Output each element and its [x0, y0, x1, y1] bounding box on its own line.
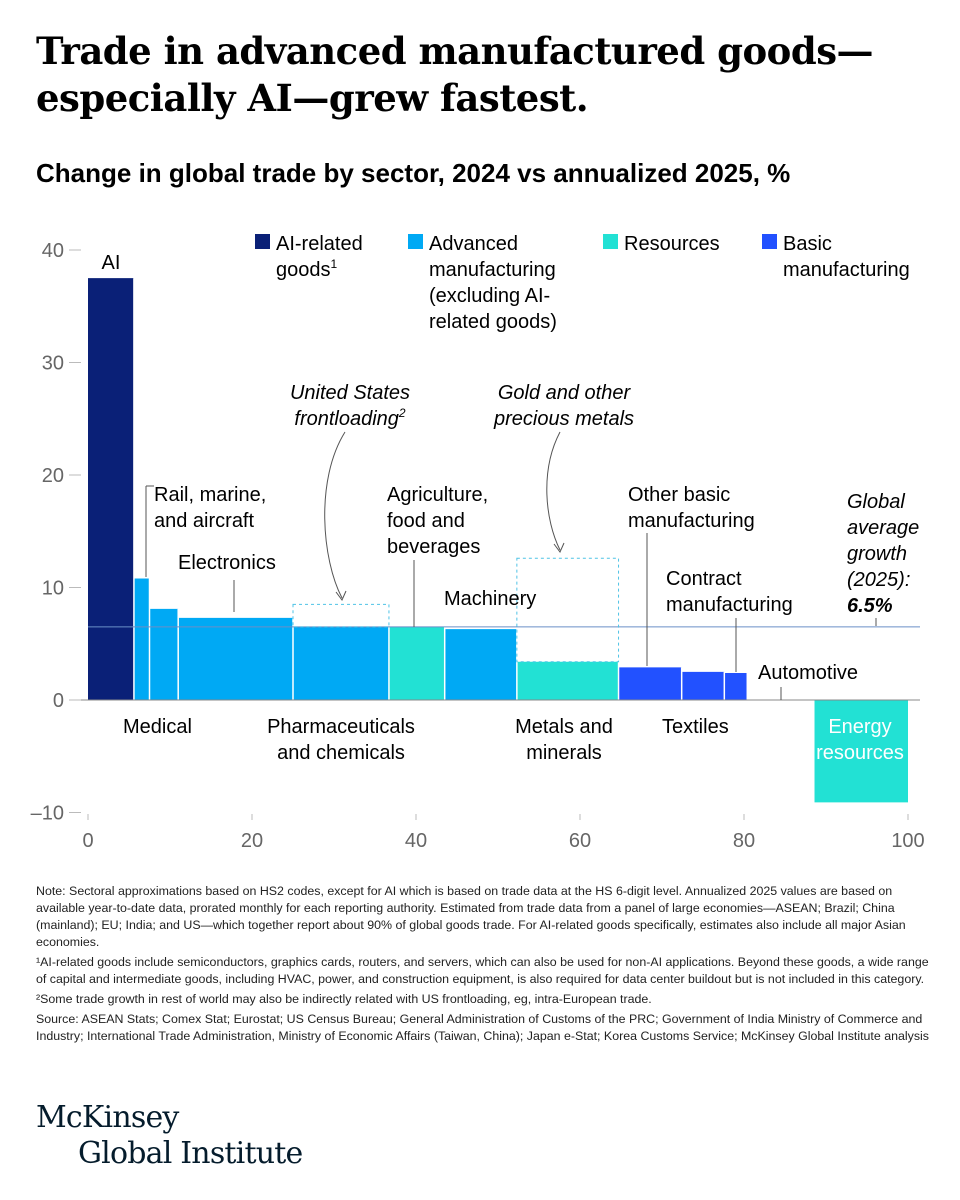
subtitle-rest: 2024 vs annualized 2025, % [444, 158, 791, 188]
footnote-2: ²Some trade growth in rest of world may … [36, 992, 652, 1006]
bar-electronics [178, 617, 293, 700]
bar-metals-and-minerals [516, 661, 619, 700]
dashed-box [292, 603, 390, 628]
bar-rail-marine-and-aircraft [149, 608, 179, 700]
label-textiles: Textiles [662, 716, 729, 738]
footnote-source: Source: ASEAN Stats; Comex Stat; Eurosta… [36, 1012, 929, 1043]
y-tick-label: 30 [42, 353, 64, 375]
label-ai: AI [102, 252, 121, 274]
label-other-basic: Other basic manufacturing [628, 484, 755, 532]
legend-label: AI-related goods1 [276, 233, 363, 281]
annotation-frontloading: United States frontloading2 [290, 382, 410, 430]
x-tick-label: 0 [82, 830, 93, 852]
arrow-frontloading [324, 431, 346, 599]
x-tick-label: 80 [733, 830, 755, 852]
chart-title: Trade in advanced manufactured goods—esp… [36, 29, 874, 120]
legend-label: Advanced manufacturing (excluding AI-relat… [429, 233, 557, 333]
label-metals: Metals and minerals [515, 716, 613, 764]
dashed-box [516, 557, 620, 663]
bar-contract-manufacturing [724, 673, 748, 700]
label-energy: Energy resources [816, 716, 904, 764]
value-global-average: 6.5% [847, 595, 893, 617]
legend-swatch [255, 234, 270, 249]
legend-label: Resources [624, 233, 720, 255]
label-global-average: Global average growth (2025): [847, 491, 919, 591]
x-tick-label: 40 [405, 830, 427, 852]
y-tick-label: 10 [42, 578, 64, 600]
arrowhead-frontloading [335, 590, 347, 601]
annotation-gold: Gold and other precious metals [493, 382, 634, 430]
x-tick-label: 100 [891, 830, 924, 852]
bar-machinery [444, 629, 517, 700]
footnote-note: Note: Sectoral approximations based on H… [36, 884, 906, 949]
y-tick-label: 0 [53, 690, 64, 712]
y-tick-label: –10 [31, 803, 64, 825]
footnotes: Note: Sectoral approximations based on H… [36, 883, 931, 1048]
label-automotive: Automotive [758, 662, 858, 684]
bar-energy-resources [814, 700, 908, 803]
bar-medical [133, 578, 150, 700]
legend-label: Basic manufacturing [783, 233, 910, 281]
y-tick-label: 40 [42, 240, 64, 262]
logo-line-1: McKinsey [36, 1100, 179, 1135]
label-machinery: Machinery [444, 588, 536, 610]
bar-pharmaceuticals-and-chemicals [293, 626, 389, 700]
legend-swatch [408, 234, 423, 249]
logo-line-2: Global Institute [78, 1136, 303, 1171]
mckinsey-logo: McKinsey Global Institute [36, 1100, 303, 1172]
subtitle-bold: Change in global trade by sector, [36, 158, 445, 188]
label-pharma: Pharmaceuticals and chemicals [267, 716, 415, 764]
bar-ai [88, 278, 134, 700]
arrow-gold [546, 431, 561, 551]
legend-swatch [762, 234, 777, 249]
chart-subtitle: Change in global trade by sector, 2024 v… [36, 158, 790, 189]
label-rail: Rail, marine, and aircraft [154, 484, 266, 532]
y-tick-label: 20 [42, 465, 64, 487]
bar-textiles [681, 671, 725, 700]
arrowhead-gold [553, 542, 565, 553]
label-agriculture: Agriculture, food and beverages [387, 484, 488, 558]
label-contract: Contract manufacturing [666, 568, 793, 616]
legend-swatch [603, 234, 618, 249]
bar-other-basic-manufacturing [618, 667, 682, 700]
trade-chart: –10 0 10 20 30 40 0 20 40 60 80 100 AI-related goods1… [31, 233, 925, 852]
label-medical: Medical [123, 716, 192, 738]
bar-agriculture-food-and-beverages [388, 626, 445, 700]
x-tick-label: 60 [569, 830, 591, 852]
x-tick-label: 20 [241, 830, 263, 852]
footnote-1: ¹AI-related goods include semiconductors… [36, 955, 929, 986]
label-electronics: Electronics [178, 552, 276, 574]
